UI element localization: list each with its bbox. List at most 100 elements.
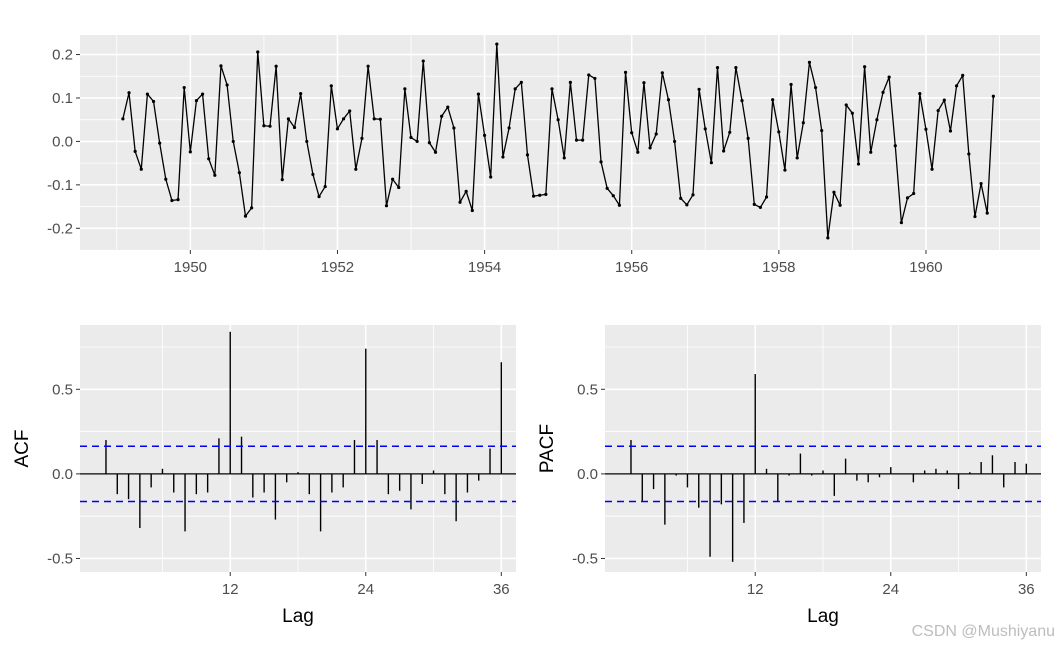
data-point <box>470 208 474 213</box>
data-point <box>482 133 487 137</box>
data-point <box>243 214 248 218</box>
data-point <box>489 175 493 179</box>
data-point <box>899 221 904 225</box>
data-point <box>507 126 511 130</box>
data-point <box>250 206 254 210</box>
x-tick-label: 1960 <box>909 259 942 276</box>
data-point <box>335 127 340 131</box>
y-tick-label: -0.2 <box>47 220 73 237</box>
data-point <box>194 98 199 103</box>
data-point <box>752 202 756 206</box>
data-point <box>200 92 205 96</box>
data-point <box>256 50 260 54</box>
data-point <box>415 139 419 144</box>
data-point <box>605 186 609 190</box>
data-point <box>863 65 867 69</box>
data-point <box>666 98 671 102</box>
data-point <box>305 139 309 144</box>
data-point <box>219 64 223 68</box>
data-point <box>709 161 713 165</box>
y-tick-label: 0.0 <box>52 466 73 483</box>
x-tick-label: 1958 <box>762 259 795 276</box>
data-point <box>452 126 456 130</box>
data-point <box>930 167 934 171</box>
data-point <box>286 117 290 121</box>
data-point <box>844 103 848 107</box>
data-point <box>427 141 431 145</box>
data-point <box>887 75 891 79</box>
data-point <box>642 81 646 85</box>
data-point <box>317 194 321 199</box>
data-point <box>280 178 284 182</box>
data-point <box>538 193 542 197</box>
data-point <box>764 195 769 199</box>
data-point <box>531 194 536 198</box>
data-point <box>654 132 658 136</box>
data-point <box>715 65 720 70</box>
x-tick-label: 36 <box>1018 581 1035 598</box>
data-point <box>464 189 468 193</box>
y-tick-label: -0.5 <box>47 550 73 567</box>
data-point <box>323 184 327 189</box>
data-point <box>562 156 566 160</box>
data-point <box>182 85 186 90</box>
data-point <box>568 80 572 84</box>
data-point <box>311 172 315 177</box>
data-point <box>905 196 910 200</box>
data-point <box>372 117 376 121</box>
data-point <box>820 128 824 133</box>
data-point <box>630 131 634 135</box>
data-point <box>869 150 873 154</box>
data-point <box>771 98 775 102</box>
data-point <box>912 191 916 196</box>
data-point <box>164 177 168 181</box>
data-point <box>501 155 505 159</box>
data-point <box>231 139 235 144</box>
acf-panel: 0.5 0.0 -0.5 12 24 36 Lag ACF <box>12 325 516 627</box>
data-point <box>740 98 744 103</box>
data-point <box>660 71 664 75</box>
data-point <box>207 157 211 161</box>
data-point <box>961 73 965 77</box>
data-point <box>599 160 603 164</box>
x-tick-label: 36 <box>493 581 510 598</box>
data-point <box>446 105 450 109</box>
watermark: CSDN @Mushiyanu <box>912 623 1055 640</box>
data-point <box>158 141 162 145</box>
data-point <box>292 125 297 130</box>
data-point <box>366 64 370 68</box>
data-point <box>881 90 885 94</box>
data-point <box>587 73 591 77</box>
data-point <box>611 194 615 198</box>
y-tick-label: 0.1 <box>52 90 73 107</box>
data-point <box>697 87 701 91</box>
x-tick-label: 24 <box>882 581 899 598</box>
data-point <box>476 92 481 96</box>
data-point <box>458 200 462 204</box>
data-point <box>691 193 695 197</box>
data-point <box>391 177 395 181</box>
data-point <box>525 153 530 157</box>
data-point <box>685 203 689 207</box>
y-tick-label: 0.5 <box>577 381 598 398</box>
data-point <box>341 117 346 121</box>
data-point <box>954 84 959 88</box>
data-point <box>495 42 499 46</box>
data-point <box>856 162 861 166</box>
data-point <box>409 135 413 140</box>
data-point <box>574 138 579 142</box>
data-point <box>440 114 444 118</box>
data-point <box>617 203 622 207</box>
data-point <box>139 167 143 171</box>
data-point <box>176 198 180 202</box>
data-point <box>813 85 818 90</box>
data-point <box>728 130 732 134</box>
data-point <box>348 109 352 113</box>
data-point <box>942 98 946 102</box>
data-point <box>384 204 389 208</box>
pacf-panel: 0.5 0.0 -0.5 12 24 36 Lag PACF <box>537 325 1041 627</box>
data-point <box>838 203 842 207</box>
data-point <box>433 150 438 154</box>
data-point <box>967 152 971 156</box>
